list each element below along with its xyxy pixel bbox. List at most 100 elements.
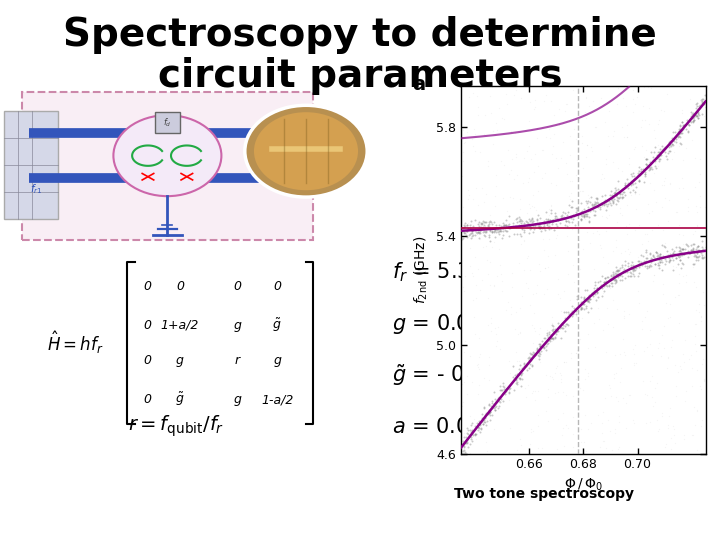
Point: [643, 261, 654, 270]
Point: [608, 246, 619, 255]
Point: [490, 402, 502, 410]
Point: [579, 365, 590, 374]
Point: [693, 110, 704, 118]
Point: [461, 372, 472, 381]
Point: [600, 348, 612, 356]
Point: [690, 320, 702, 328]
Point: [610, 262, 621, 271]
Point: [516, 441, 527, 450]
Point: [561, 357, 572, 366]
Point: [614, 190, 626, 198]
Point: [647, 251, 658, 260]
Point: [616, 272, 628, 281]
Point: [650, 153, 662, 162]
Point: [654, 150, 666, 158]
Point: [514, 435, 526, 443]
Point: [457, 441, 469, 450]
Point: [557, 319, 568, 327]
Point: [583, 102, 595, 110]
Point: [693, 242, 704, 251]
Point: [484, 416, 495, 424]
Point: [688, 110, 699, 119]
Point: [459, 228, 470, 237]
Point: [656, 146, 667, 154]
Point: [602, 201, 613, 210]
Point: [645, 254, 657, 262]
Point: [636, 251, 647, 260]
Point: [637, 102, 649, 110]
Point: [559, 215, 571, 224]
Point: [524, 349, 536, 357]
Point: [593, 199, 604, 207]
Point: [603, 211, 615, 220]
Point: [492, 394, 504, 403]
Point: [600, 274, 611, 282]
Point: [627, 176, 639, 184]
Point: [503, 382, 515, 390]
Point: [511, 218, 523, 227]
Point: [627, 95, 639, 104]
Point: [638, 252, 649, 260]
Point: [483, 400, 495, 408]
Point: [653, 264, 665, 273]
Point: [648, 148, 660, 157]
Point: [570, 312, 581, 321]
Point: [676, 245, 688, 254]
Point: [668, 136, 680, 145]
Point: [473, 221, 485, 230]
Point: [672, 368, 684, 376]
Point: [527, 427, 539, 435]
Point: [688, 403, 699, 411]
Point: [580, 153, 592, 161]
Point: [554, 104, 565, 113]
Point: [598, 278, 610, 286]
Point: [652, 119, 663, 128]
Point: [593, 314, 605, 323]
Point: [532, 444, 544, 453]
Point: [578, 293, 590, 301]
Point: [696, 98, 708, 106]
Point: [646, 165, 657, 173]
Point: [647, 156, 658, 165]
Point: [567, 430, 579, 438]
Text: 0: 0: [143, 354, 152, 367]
Point: [495, 382, 506, 390]
Point: [652, 379, 663, 388]
Point: [531, 346, 543, 354]
Point: [535, 213, 546, 222]
Point: [474, 147, 485, 156]
Point: [598, 437, 610, 445]
Point: [697, 253, 708, 261]
Point: [480, 218, 492, 227]
Point: [482, 408, 494, 417]
Point: [504, 383, 516, 392]
Point: [493, 230, 505, 239]
Text: circuit parameters: circuit parameters: [158, 57, 562, 94]
Point: [693, 252, 705, 260]
Point: [489, 226, 500, 234]
Point: [514, 374, 526, 383]
Point: [644, 158, 655, 167]
Point: [549, 334, 561, 343]
Point: [537, 145, 549, 154]
Point: [644, 165, 656, 173]
Point: [623, 181, 634, 190]
Point: [556, 214, 567, 222]
Point: [608, 272, 619, 280]
Point: [653, 255, 665, 264]
Point: [514, 204, 526, 213]
Point: [560, 99, 572, 108]
Point: [595, 93, 606, 102]
Point: [592, 202, 603, 211]
Point: [589, 199, 600, 208]
Point: [472, 227, 484, 236]
Point: [476, 413, 487, 422]
Point: [546, 216, 558, 225]
Point: [612, 193, 624, 202]
Point: [596, 272, 608, 280]
Point: [642, 251, 653, 259]
Point: [582, 141, 593, 150]
Point: [525, 354, 536, 362]
Point: [603, 259, 614, 267]
Point: [675, 122, 687, 131]
